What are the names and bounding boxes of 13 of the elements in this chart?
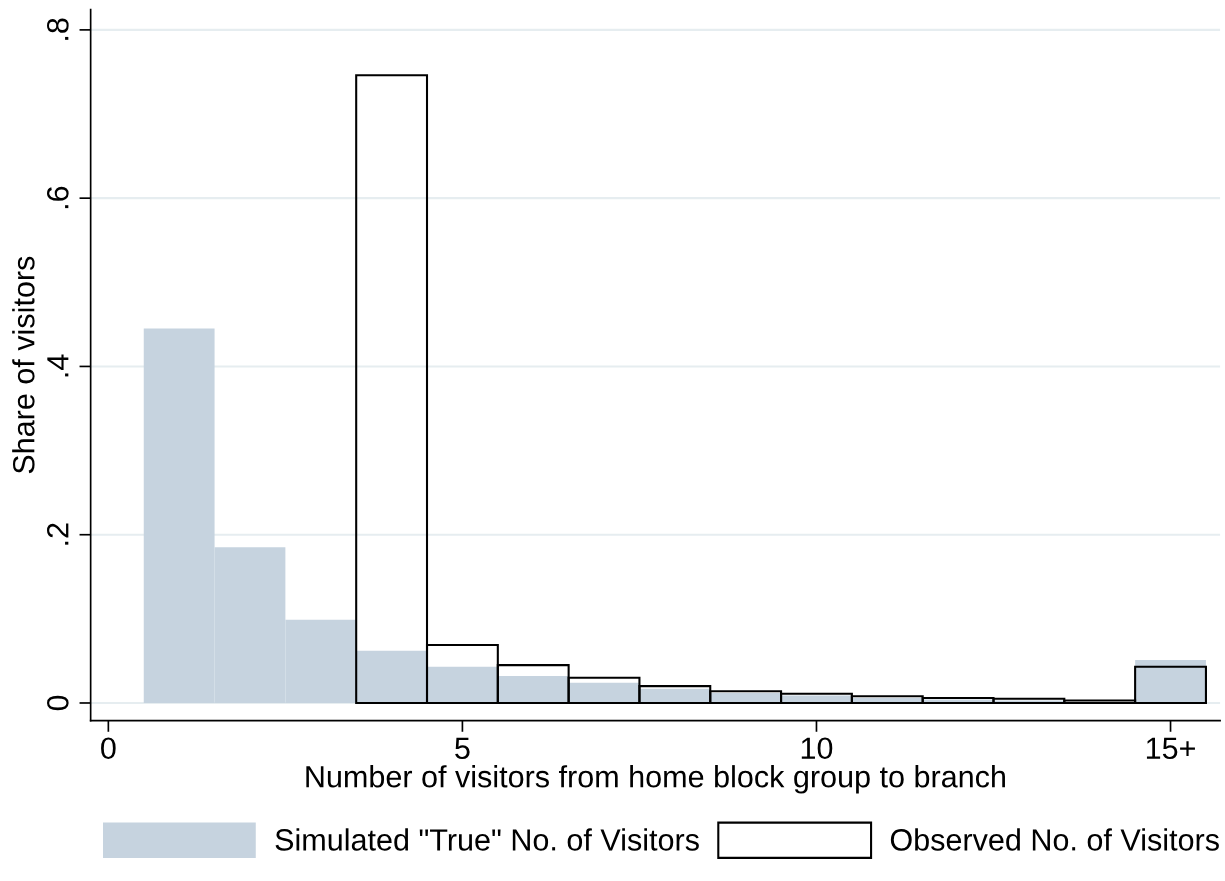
y-tick-label: .4 [47,354,69,377]
y-tick-label: .8 [47,18,69,40]
y-tick-label: .6 [47,186,69,209]
x-tick-label: 0 [101,737,116,760]
y-tick-label: 0 [47,695,69,711]
y-axis-title: Share of visitors [12,256,35,474]
x-tick-label: 15+ [1146,737,1195,760]
x-tick-label: 10 [801,737,833,760]
legend-label: Simulated "True" No. of Visitors [275,828,699,851]
legend-label: Observed No. of Visitors [890,828,1219,851]
x-axis-title: Number of visitors from home block group to branch [306,765,1005,794]
x-tick-label: 5 [455,737,470,760]
y-tick-label: .2 [47,523,69,545]
